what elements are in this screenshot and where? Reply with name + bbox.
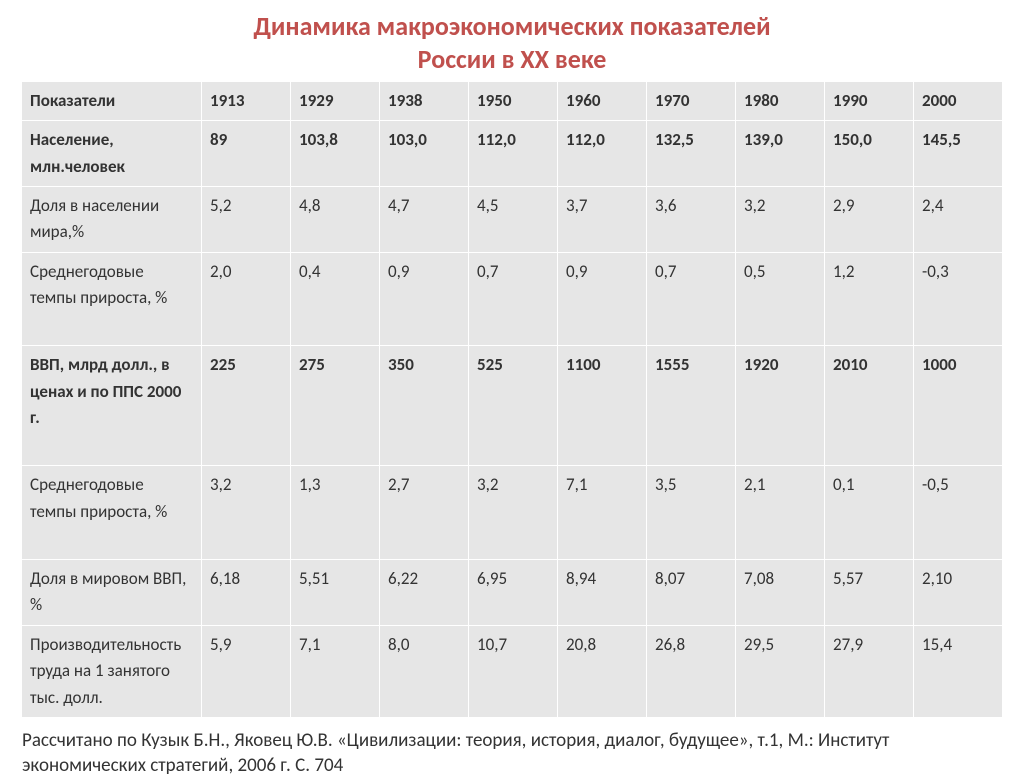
table-row: Доля в населении мира,%5,24,84,74,53,73,… xyxy=(22,187,1003,253)
page-title: Динамика макроэкономических показателей … xyxy=(0,0,1024,81)
data-cell: 3,2 xyxy=(469,466,558,560)
data-cell: 20,8 xyxy=(558,625,647,717)
data-cell: 2,9 xyxy=(825,187,914,253)
data-cell: 5,2 xyxy=(202,187,291,253)
data-cell: 3,6 xyxy=(647,187,736,253)
data-cell: 0,7 xyxy=(469,252,558,346)
data-cell: 112,0 xyxy=(558,121,647,187)
data-cell: 3,2 xyxy=(202,466,291,560)
data-cell: 15,4 xyxy=(914,625,1003,717)
data-cell: 1,3 xyxy=(291,466,380,560)
row-label: Производительность труда на 1 занятого т… xyxy=(22,625,202,717)
data-cell: 7,1 xyxy=(558,466,647,560)
data-cell: 2,1 xyxy=(736,466,825,560)
row-label: Среднегодовые темпы прироста, % xyxy=(22,466,202,560)
data-cell: 6,18 xyxy=(202,560,291,626)
data-cell: 5,57 xyxy=(825,560,914,626)
data-cell: 3,7 xyxy=(558,187,647,253)
table-row: ВВП, млрд долл., в ценах и по ППС 2000 г… xyxy=(22,346,1003,466)
header-year: 1950 xyxy=(469,82,558,121)
row-label: Доля в населении мира,% xyxy=(22,187,202,253)
row-label: Доля в мировом ВВП, % xyxy=(22,560,202,626)
header-year: 1970 xyxy=(647,82,736,121)
header-year: 1929 xyxy=(291,82,380,121)
data-cell: 275 xyxy=(291,346,380,466)
data-cell: 132,5 xyxy=(647,121,736,187)
data-cell: 2,10 xyxy=(914,560,1003,626)
data-cell: 3,5 xyxy=(647,466,736,560)
data-cell: 0,4 xyxy=(291,252,380,346)
data-cell: 8,0 xyxy=(380,625,469,717)
data-cell: 7,08 xyxy=(736,560,825,626)
table-body: Население, млн.человек89103,8103,0112,01… xyxy=(22,121,1003,718)
data-cell: 145,5 xyxy=(914,121,1003,187)
data-cell: 1,2 xyxy=(825,252,914,346)
header-year: 1960 xyxy=(558,82,647,121)
data-cell: 103,8 xyxy=(291,121,380,187)
table-header-row: Показатели 1913 1929 1938 1950 1960 1970… xyxy=(22,82,1003,121)
data-cell: 8,94 xyxy=(558,560,647,626)
data-cell: 5,9 xyxy=(202,625,291,717)
source-footnote: Рассчитано по Кузык Б.Н., Яковец Ю.В. «Ц… xyxy=(0,718,1024,779)
data-cell: 2,0 xyxy=(202,252,291,346)
data-cell: 10,7 xyxy=(469,625,558,717)
data-cell: 26,8 xyxy=(647,625,736,717)
header-year: 2000 xyxy=(914,82,1003,121)
data-cell: 4,7 xyxy=(380,187,469,253)
data-cell: 150,0 xyxy=(825,121,914,187)
header-year: 1980 xyxy=(736,82,825,121)
data-cell: 525 xyxy=(469,346,558,466)
data-cell: 3,2 xyxy=(736,187,825,253)
row-label: ВВП, млрд долл., в ценах и по ППС 2000 г… xyxy=(22,346,202,466)
data-cell: 8,07 xyxy=(647,560,736,626)
data-cell: 350 xyxy=(380,346,469,466)
row-label: Население, млн.человек xyxy=(22,121,202,187)
data-cell: 0,1 xyxy=(825,466,914,560)
data-cell: 0,7 xyxy=(647,252,736,346)
data-cell: 5,51 xyxy=(291,560,380,626)
data-cell: 4,5 xyxy=(469,187,558,253)
data-cell: 4,8 xyxy=(291,187,380,253)
header-year: 1938 xyxy=(380,82,469,121)
data-cell: 27,9 xyxy=(825,625,914,717)
data-cell: 0,5 xyxy=(736,252,825,346)
data-cell: 2,7 xyxy=(380,466,469,560)
header-indicator: Показатели xyxy=(22,82,202,121)
data-cell: 1555 xyxy=(647,346,736,466)
data-cell: 139,0 xyxy=(736,121,825,187)
data-cell: 7,1 xyxy=(291,625,380,717)
table-row: Доля в мировом ВВП, %6,185,516,226,958,9… xyxy=(22,560,1003,626)
data-cell: 0,9 xyxy=(558,252,647,346)
data-cell: 1920 xyxy=(736,346,825,466)
data-cell: 29,5 xyxy=(736,625,825,717)
data-cell: 1000 xyxy=(914,346,1003,466)
data-cell: 0,9 xyxy=(380,252,469,346)
data-cell: 2,4 xyxy=(914,187,1003,253)
title-line-1: Динамика макроэкономических показателей xyxy=(253,10,770,42)
data-cell: 2010 xyxy=(825,346,914,466)
data-cell: 89 xyxy=(202,121,291,187)
macro-table: Показатели 1913 1929 1938 1950 1960 1970… xyxy=(21,81,1003,718)
data-cell: 6,22 xyxy=(380,560,469,626)
data-cell: -0,5 xyxy=(914,466,1003,560)
data-cell: 112,0 xyxy=(469,121,558,187)
header-year: 1990 xyxy=(825,82,914,121)
data-cell: 6,95 xyxy=(469,560,558,626)
data-cell: 225 xyxy=(202,346,291,466)
header-year: 1913 xyxy=(202,82,291,121)
data-cell: 1100 xyxy=(558,346,647,466)
title-line-2: России в ХХ веке xyxy=(418,43,607,75)
data-cell: 103,0 xyxy=(380,121,469,187)
table-row: Производительность труда на 1 занятого т… xyxy=(22,625,1003,717)
row-label: Среднегодовые темпы прироста, % xyxy=(22,252,202,346)
table-row: Среднегодовые темпы прироста, %3,21,32,7… xyxy=(22,466,1003,560)
table-row: Среднегодовые темпы прироста, %2,00,40,9… xyxy=(22,252,1003,346)
table-row: Население, млн.человек89103,8103,0112,01… xyxy=(22,121,1003,187)
data-cell: -0,3 xyxy=(914,252,1003,346)
